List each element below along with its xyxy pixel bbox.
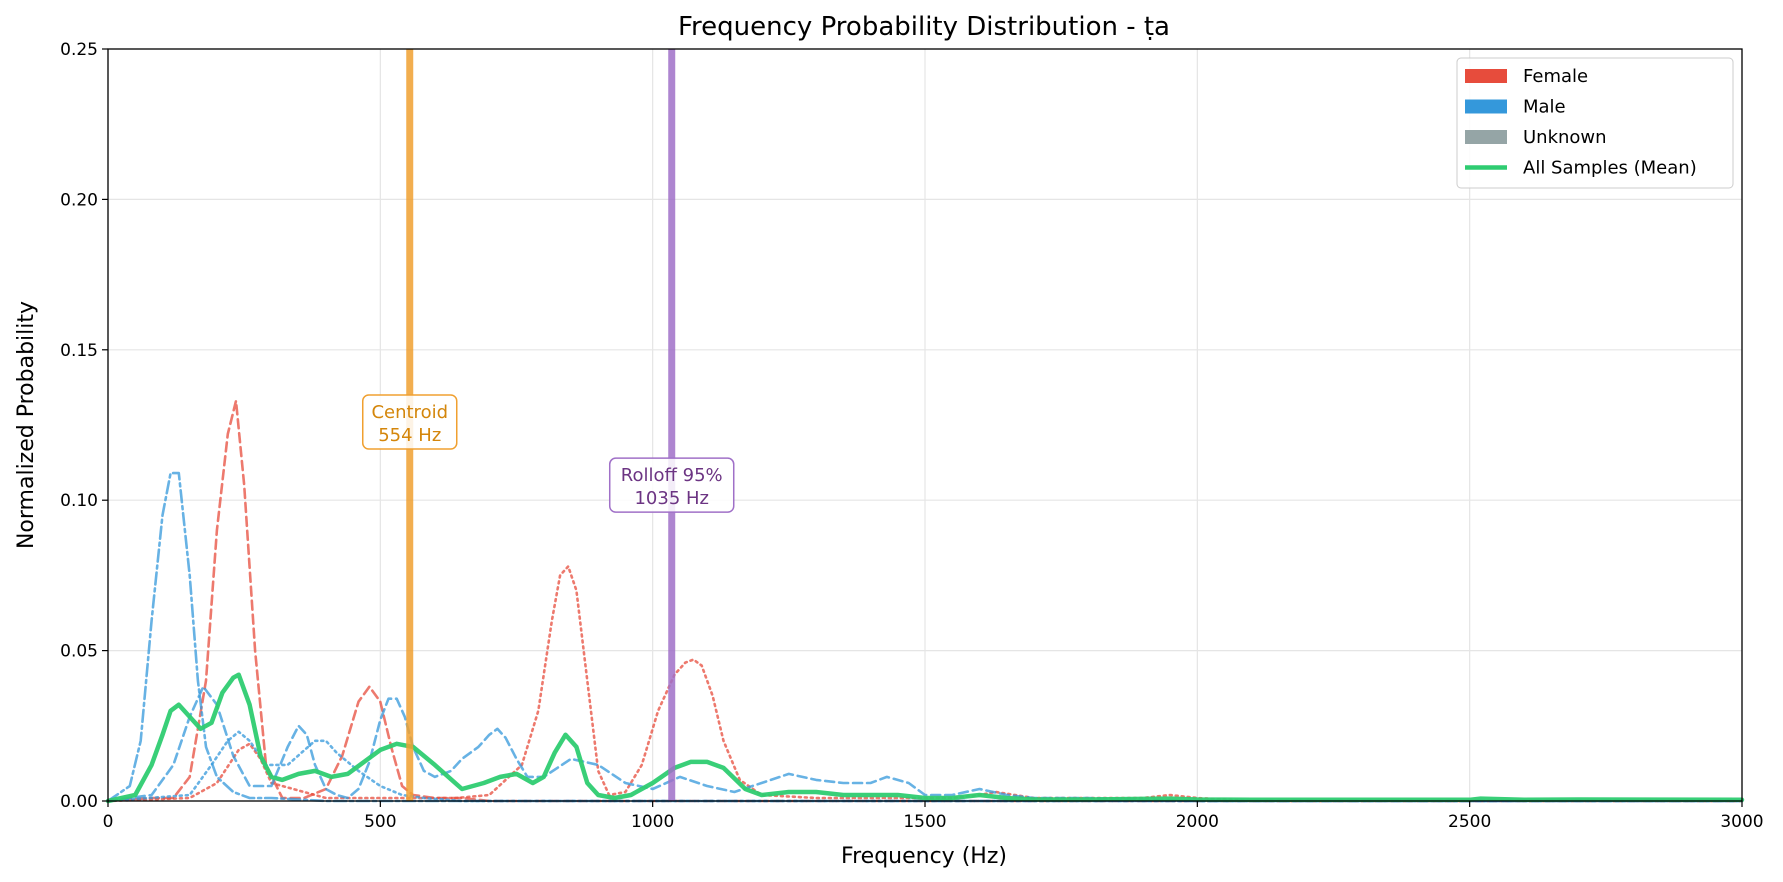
x-tick-label: 500 [364,812,396,832]
y-tick-label: 0.00 [60,792,98,812]
y-axis-ticks: 0.00 0.05 0.10 0.15 0.20 0.25 [60,40,108,812]
x-tick-label: 3000 [1720,812,1763,832]
legend-swatch [1465,99,1507,114]
x-axis-label: Frequency (Hz) [841,844,1007,869]
reference-label-box [361,394,458,450]
x-tick-label: 2000 [1176,812,1219,832]
y-tick-label: 0.25 [60,40,98,60]
legend-swatch [1465,130,1507,144]
legend: Female Male Unknown All Samples (Mean) [1456,57,1734,189]
reference-label-name: Rolloff 95% [621,465,723,486]
legend-swatch [1465,69,1507,83]
y-tick-label: 0.10 [60,491,98,511]
y-axis-label: Normalized Probability [14,301,39,549]
reference-label-box [608,457,735,513]
legend-label: All Samples (Mean) [1523,158,1697,179]
reference-label-value: 1035 Hz [634,488,709,509]
reference-label-name: Centroid [371,402,448,423]
legend-box [1456,57,1734,189]
y-tick-label: 0.05 [60,642,98,662]
x-axis-ticks: 0 500 1000 1500 2000 2500 3000 [103,801,1764,832]
reference-label-value: 554 Hz [378,425,441,446]
series-layer [105,399,1745,804]
legend-label: Female [1523,66,1588,87]
y-tick-label: 0.20 [60,190,98,210]
x-tick-label: 1000 [631,812,674,832]
legend-label: Male [1523,97,1566,118]
legend-label: Unknown [1523,127,1607,148]
mean-series-line [105,672,1745,804]
x-tick-label: 2500 [1448,812,1491,832]
sample-series-line-3 [106,685,1744,803]
chart-title: Frequency Probability Distribution - ṭa [678,12,1170,42]
x-tick-label: 1500 [903,812,946,832]
y-tick-label: 0.15 [60,341,98,361]
x-tick-label: 0 [103,812,114,832]
